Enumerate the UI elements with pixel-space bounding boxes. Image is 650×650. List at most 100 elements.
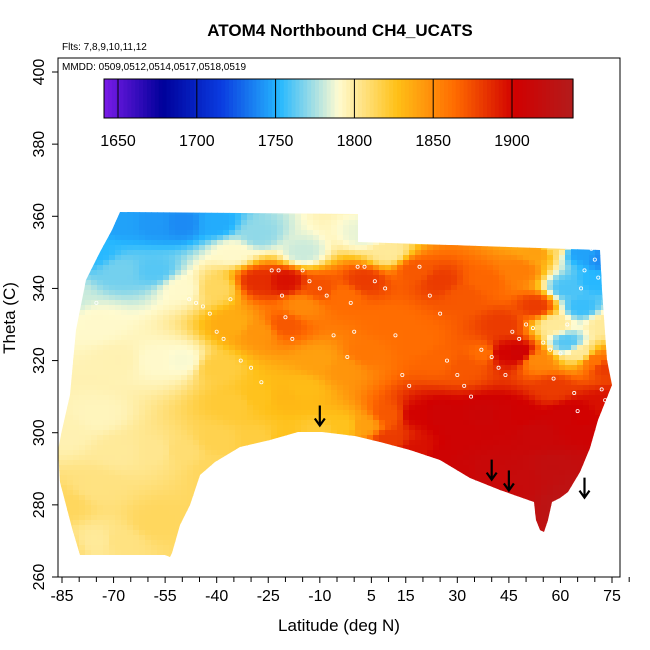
field-cell [601,330,608,336]
field-cell [79,230,86,236]
field-cell [301,410,308,416]
field-cell [319,205,326,211]
field-cell [271,420,278,426]
field-cell [127,290,134,296]
field-cell [379,245,386,251]
field-cell [175,205,182,211]
field-cell [565,225,572,231]
field-cell [61,305,68,311]
field-cell [535,365,542,371]
field-cell [493,212,500,216]
field-cell [601,250,608,256]
field-cell [277,285,284,291]
field-cell [85,445,92,451]
field-cell [121,460,128,466]
field-cell [397,205,404,211]
field-cell [433,205,440,211]
field-cell [133,450,140,456]
field-cell [169,265,176,271]
field-cell [259,325,266,331]
field-cell [379,310,386,316]
field-cell [349,355,356,361]
field-cell [523,425,530,431]
field-cell [283,465,290,471]
field-cell [565,450,572,456]
field-cell [499,365,506,371]
field-cell [523,330,530,336]
field-cell [133,305,140,311]
field-cell [421,220,428,226]
field-cell [199,395,206,401]
field-cell [421,290,428,296]
field-cell [391,330,398,336]
field-cell [433,300,440,306]
field-cell [445,305,452,311]
field-cell [343,365,350,371]
field-cell [607,325,612,331]
field-cell [439,215,446,221]
field-cell [577,315,584,321]
field-cell [121,205,128,211]
field-cell [235,395,242,401]
field-cell [583,330,590,336]
field-cell [451,295,458,301]
field-cell [349,225,356,231]
field-cell [457,335,464,341]
field-cell [163,350,170,356]
field-cell [151,465,158,471]
field-cell [589,300,596,306]
field-cell [517,205,524,211]
field-cell [91,330,98,336]
field-cell [151,265,158,271]
field-cell [475,300,482,306]
field-cell [127,250,134,256]
field-cell [91,275,98,281]
field-cell [517,295,524,301]
field-cell [613,310,620,316]
field-cell [175,330,182,336]
field-cell [385,250,392,256]
field-cell [295,375,302,381]
field-cell [433,230,440,236]
field-cell [421,395,428,401]
field-cell [595,220,602,226]
field-cell [145,360,152,366]
field-cell [391,270,398,276]
field-cell [535,325,542,331]
field-cell [373,230,380,236]
field-cell [475,390,482,396]
field-cell [187,400,194,406]
field-cell [115,325,122,331]
field-cell [445,360,452,366]
field-cell [361,395,368,401]
field-cell [289,355,296,361]
field-cell [361,310,368,316]
field-cell [577,265,584,271]
field-cell [211,290,218,296]
field-cell [115,285,122,291]
field-cell [289,310,296,316]
field-cell [571,425,578,431]
field-cell [355,335,362,341]
field-cell [595,455,602,461]
field-cell [409,350,416,356]
field-cell [187,345,194,351]
field-cell [151,335,158,341]
field-cell [493,380,500,386]
field-cell [307,435,314,441]
field-cell [97,245,104,251]
field-cell [301,290,308,296]
field-cell [259,370,266,376]
field-cell [163,255,170,261]
field-cell [589,315,596,321]
field-cell [373,425,380,431]
field-cell [391,305,398,311]
field-cell [85,270,92,276]
field-cell [595,335,602,341]
field-cell [517,270,524,276]
field-cell [541,335,548,341]
field-cell [571,455,578,461]
field-cell [553,325,560,331]
field-cell [295,230,302,236]
field-cell [469,265,476,271]
